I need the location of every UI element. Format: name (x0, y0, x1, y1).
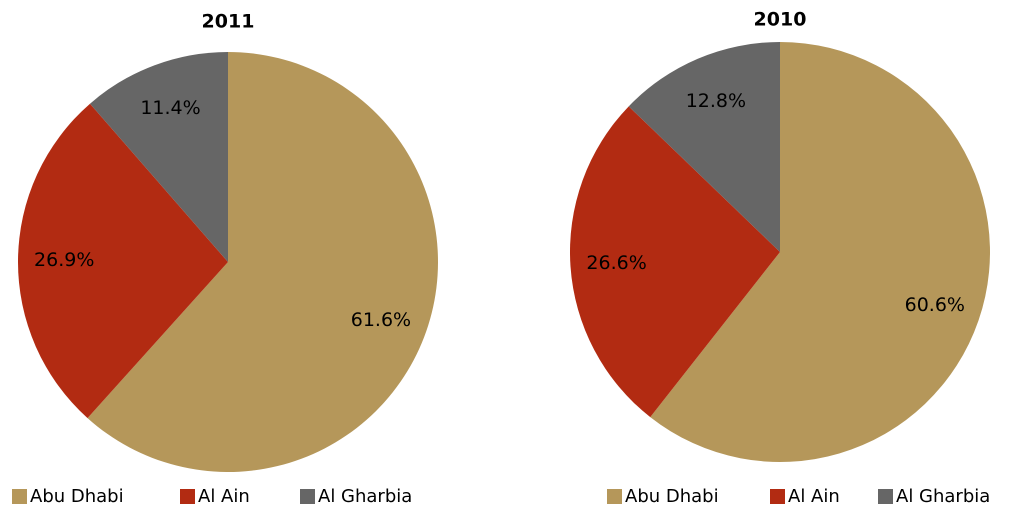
legend-swatch (12, 489, 27, 504)
pie-slice (18, 103, 229, 419)
legend-label: Al Gharbia (896, 486, 990, 507)
legend-label: Al Gharbia (318, 486, 412, 507)
data-label: 26.9% (34, 249, 94, 271)
legend-label: Abu Dhabi (30, 486, 124, 507)
chart-title: 2011 (202, 11, 255, 33)
pie-slice (628, 42, 780, 252)
legend-swatch (770, 489, 785, 504)
legend-swatch (607, 489, 622, 504)
legend-label: Abu Dhabi (625, 486, 719, 507)
data-label: 61.6% (351, 309, 411, 331)
legend-label: Al Ain (198, 486, 250, 507)
pie-slice (650, 42, 990, 462)
chart-title: 2010 (754, 9, 807, 31)
data-label: 12.8% (686, 90, 746, 112)
data-label: 11.4% (140, 97, 200, 119)
legend-swatch (878, 489, 893, 504)
pie-slice (570, 106, 780, 418)
legend-label: Al Ain (788, 486, 840, 507)
data-label: 60.6% (905, 294, 965, 316)
pie-slice (90, 52, 229, 262)
pie-slice (87, 52, 439, 472)
legend-swatch (300, 489, 315, 504)
legend-swatch (180, 489, 195, 504)
data-label: 26.6% (586, 252, 646, 274)
